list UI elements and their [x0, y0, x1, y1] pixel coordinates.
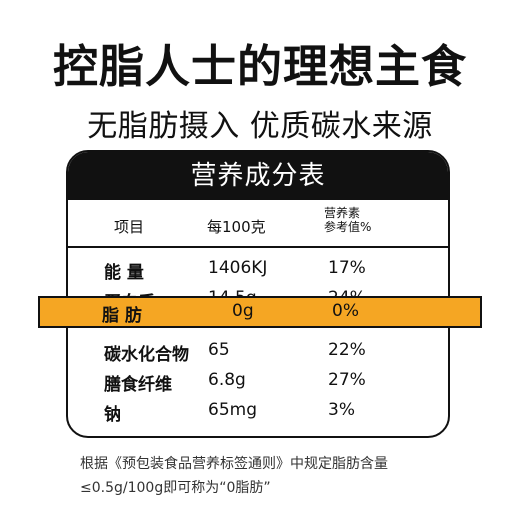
footnote-line2: ≤0.5g/100g即可称为“0脂肪”	[80, 480, 271, 496]
row-nrv: 3%	[328, 400, 355, 420]
row-name: 膳食纤维	[104, 375, 172, 395]
row-name: 钠	[104, 405, 121, 425]
table-row-carbs: 碳水化合物 65 22%	[68, 336, 448, 366]
row-nrv: 17%	[328, 258, 366, 278]
row-name: 脂 肪	[102, 306, 142, 326]
footnote-line1: 根据《预包装食品营养标签通则》中规定脂肪含量	[80, 456, 388, 472]
column-per-100g: 每100克	[207, 218, 266, 236]
column-nrv-line2: 参考值%	[324, 220, 372, 234]
table-row-fat-highlight: 脂 肪 0g 0%	[38, 296, 482, 328]
table-row-fiber: 膳食纤维 6.8g 27%	[68, 366, 448, 396]
column-item: 项目	[114, 218, 145, 236]
row-name: 碳水化合物	[104, 345, 189, 365]
row-nrv: 27%	[328, 370, 366, 390]
main-title: 控脂人士的理想主食	[52, 40, 467, 93]
footnote: 根据《预包装食品营养标签通则》中规定脂肪含量 ≤0.5g/100g即可称为“0脂…	[80, 452, 460, 500]
table-header: 营养成分表	[68, 152, 448, 200]
row-per: 6.8g	[208, 370, 246, 390]
column-header-row: 项目 每100克 营养素 参考值%	[68, 200, 448, 248]
row-name: 能 量	[104, 263, 144, 283]
column-nrv: 营养素 参考值%	[324, 206, 371, 234]
table-row-energy: 能 量 1406KJ 17%	[68, 254, 448, 284]
row-per: 65mg	[208, 400, 257, 420]
row-per: 65	[208, 340, 230, 360]
row-per: 0g	[232, 301, 254, 321]
row-per: 1406KJ	[208, 258, 268, 278]
column-nrv-line1: 营养素	[324, 206, 361, 220]
row-nrv: 22%	[328, 340, 366, 360]
nutrition-table: 营养成分表 项目 每100克 营养素 参考值% 能 量 1406KJ 17% 蛋…	[66, 150, 450, 438]
row-nrv: 0%	[332, 301, 359, 321]
table-row-sodium: 钠 65mg 3%	[68, 396, 448, 426]
subtitle: 无脂肪摄入 优质碳水来源	[87, 109, 433, 144]
